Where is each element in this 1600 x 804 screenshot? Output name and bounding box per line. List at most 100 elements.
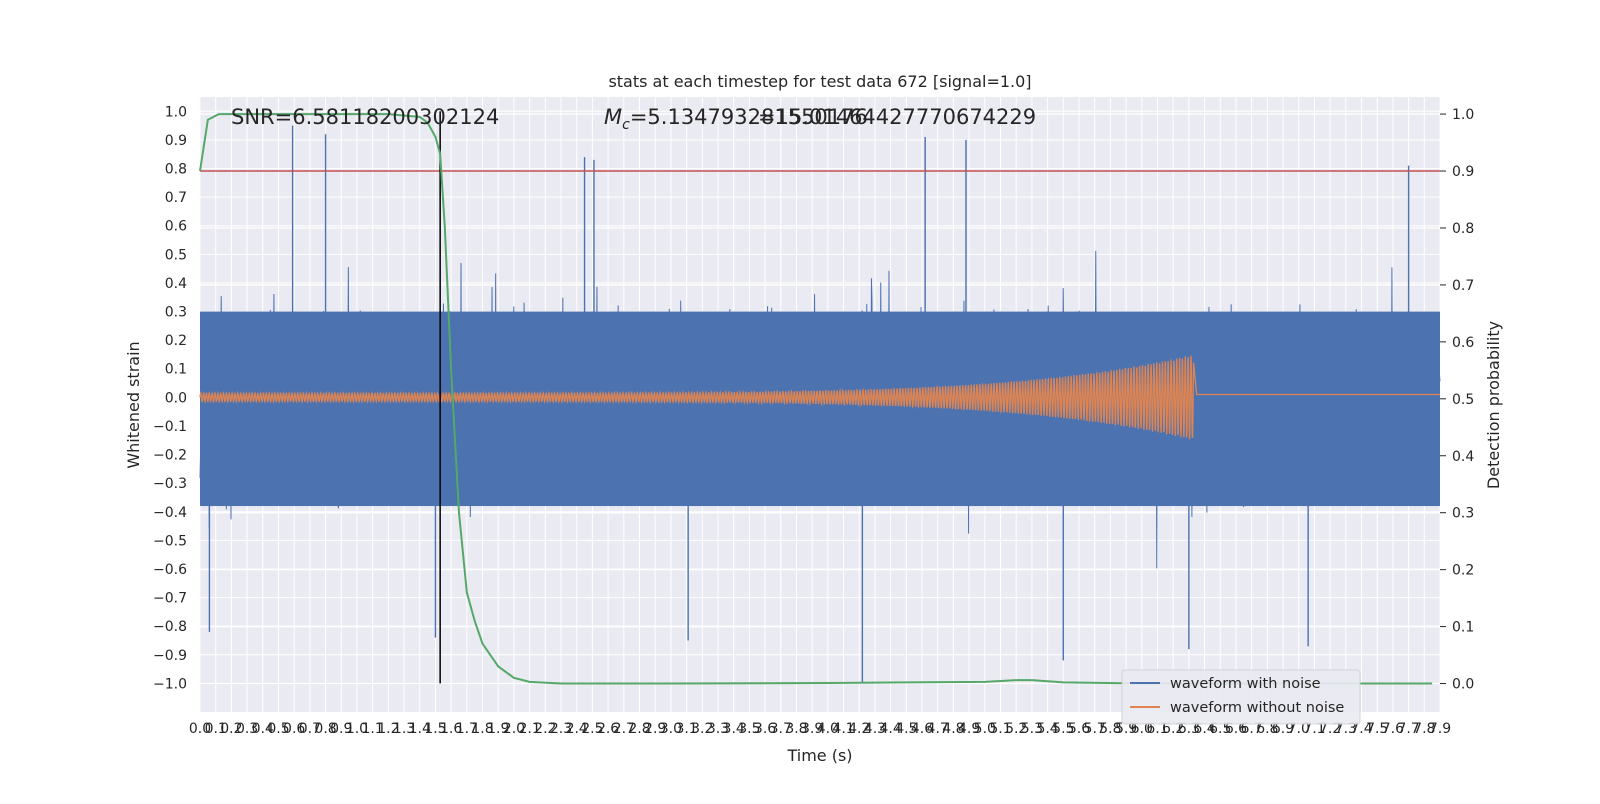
y-tick-label-right: 1.0 (1452, 107, 1474, 123)
mc-value: =5.134793281550176 (630, 105, 868, 129)
x-tick-label: 4.9 (958, 721, 980, 737)
y-tick-label-left: 0.6 (165, 219, 187, 235)
x-tick-label: 5.4 (1036, 721, 1058, 737)
y-tick-label-left: −0.3 (153, 476, 187, 492)
y-tick-label-left: 0.0 (165, 390, 187, 406)
x-tick-label: 4.4 (880, 721, 902, 737)
x-tick-label: 0.4 (252, 721, 274, 737)
x-tick-label: 5.2 (1005, 721, 1027, 737)
x-tick-label: 0.3 (236, 721, 258, 737)
x-tick-label: 3.3 (707, 721, 729, 737)
x-tick-label: 0.9 (330, 721, 352, 737)
x-tick-label: 1.9 (487, 721, 509, 737)
y-tick-label-left: −0.8 (153, 619, 187, 635)
snr-annotation: SNR=6.58118200302124 (231, 105, 499, 129)
y-tick-label-right: 0.3 (1452, 506, 1474, 522)
clean-waveform-line (199, 355, 1440, 440)
x-tick-label: 0.5 (267, 721, 289, 737)
y-tick-label-left: −0.4 (153, 505, 187, 521)
y-axis-label-right: Detection probability (1484, 321, 1503, 489)
x-tick-label: 4.2 (848, 721, 870, 737)
x-tick-label: 2.5 (581, 721, 603, 737)
noise-series (199, 125, 1441, 684)
x-tick-label: 3.6 (754, 721, 776, 737)
x-tick-label: 3.2 (691, 721, 713, 737)
x-tick-label: 1.2 (377, 721, 399, 737)
x-tick-label: 7.2 (1319, 721, 1341, 737)
y-tick-label-right: 0.5 (1452, 392, 1474, 408)
mc-symbol: M (604, 105, 622, 129)
y-tick-label-right: 0.0 (1452, 677, 1474, 693)
y-tick-label-left: 0.3 (165, 305, 187, 321)
x-tick-label: 2.1 (518, 721, 540, 737)
x-tick-label: 2.6 (597, 721, 619, 737)
x-tick-label: 3.4 (723, 721, 745, 737)
x-tick-label: 5.6 (1068, 721, 1090, 737)
x-tick-label: 1.3 (393, 721, 415, 737)
chirp-series (199, 355, 1440, 440)
detection-probability-line (199, 113, 1433, 685)
mc-annotation: Mc=5.134793281550176 (604, 105, 868, 133)
x-tick-label: 7.1 (1303, 721, 1325, 737)
y-tick-labels-left: −1.0 −0.9 −0.8 −0.7 −0.6 −0.5 −0.4 −0.3 −0.2 −0.1… (153, 104, 187, 692)
legend-label-noise: waveform with noise (1170, 676, 1321, 692)
x-tick-label: 0.0 (189, 721, 211, 737)
x-tick-label: 3.0 (660, 721, 682, 737)
mc-subscript: c (622, 117, 630, 133)
x-tick-label: 7.0 (1288, 721, 1310, 737)
x-tick-label: 7.6 (1382, 721, 1404, 737)
y-tick-label-left: 0.7 (165, 190, 187, 206)
x-tick-label: 7.7 (1397, 721, 1419, 737)
y-tick-label-right: 0.2 (1452, 563, 1474, 579)
y-tick-label-left: 0.8 (165, 162, 187, 178)
x-tick-label: 7.3 (1335, 721, 1357, 737)
x-tick-label: 7.9 (1429, 721, 1451, 737)
x-tick-label: 6.4 (1193, 721, 1215, 737)
x-tick-label: 4.0 (817, 721, 839, 737)
x-tick-label: 3.9 (801, 721, 823, 737)
x-tick-label: 5.3 (1021, 721, 1043, 737)
y-tick-label-right: 0.8 (1452, 221, 1474, 237)
x-tick-label: 5.0 (974, 721, 996, 737)
y-tick-label-left: 0.2 (165, 333, 187, 349)
x-tick-label: 2.9 (644, 721, 666, 737)
x-tick-label: 7.5 (1366, 721, 1388, 737)
legend-box (1121, 669, 1361, 725)
x-tick-label: 2.8 (628, 721, 650, 737)
noise-waveform-peaks (208, 125, 1410, 684)
x-axis-label: Time (s) (786, 746, 852, 765)
x-tick-label: 4.5 (895, 721, 917, 737)
x-tick-label: 7.8 (1413, 721, 1435, 737)
x-tick-label: 6.2 (1162, 721, 1184, 737)
y-tick-label-left: 0.5 (165, 247, 187, 263)
y-tick-label-left: 0.4 (165, 276, 187, 292)
y-tick-label-right: 0.6 (1452, 335, 1474, 351)
x-tick-label: 1.5 (424, 721, 446, 737)
y-tick-label-left: −0.6 (153, 562, 187, 578)
x-tick-label: 6.8 (1256, 721, 1278, 737)
x-tick-label: 6.5 (1209, 721, 1231, 737)
y-tick-label-right: 0.9 (1452, 164, 1474, 180)
x-tick-label: 4.3 (864, 721, 886, 737)
x-tick-label: 0.1 (205, 721, 227, 737)
x-tick-label: 0.6 (283, 721, 305, 737)
x-tick-label: 5.1 (989, 721, 1011, 737)
x-tick-label: 5.9 (1115, 721, 1137, 737)
x-tick-label: 4.1 (832, 721, 854, 737)
x-tick-label: 6.3 (1178, 721, 1200, 737)
x-tick-label: 4.8 (942, 721, 964, 737)
y-tick-label-left: −0.5 (153, 533, 187, 549)
x-tick-label: 5.8 (1099, 721, 1121, 737)
legend: waveform with noise waveform without noi… (1121, 669, 1361, 725)
x-tick-label: 1.6 (440, 721, 462, 737)
y-tick-label-left: −0.9 (153, 648, 187, 664)
y-tick-label-left: −1.0 (153, 676, 187, 692)
x-tick-label: 3.8 (785, 721, 807, 737)
x-tick-label: 3.1 (675, 721, 697, 737)
x-tick-label: 0.2 (220, 721, 242, 737)
x-tick-label: 2.2 (534, 721, 556, 737)
y-tick-label-left: 0.1 (165, 362, 187, 378)
y-tick-label-right: 0.7 (1452, 278, 1474, 294)
y-tick-label-left: −0.2 (153, 448, 187, 464)
